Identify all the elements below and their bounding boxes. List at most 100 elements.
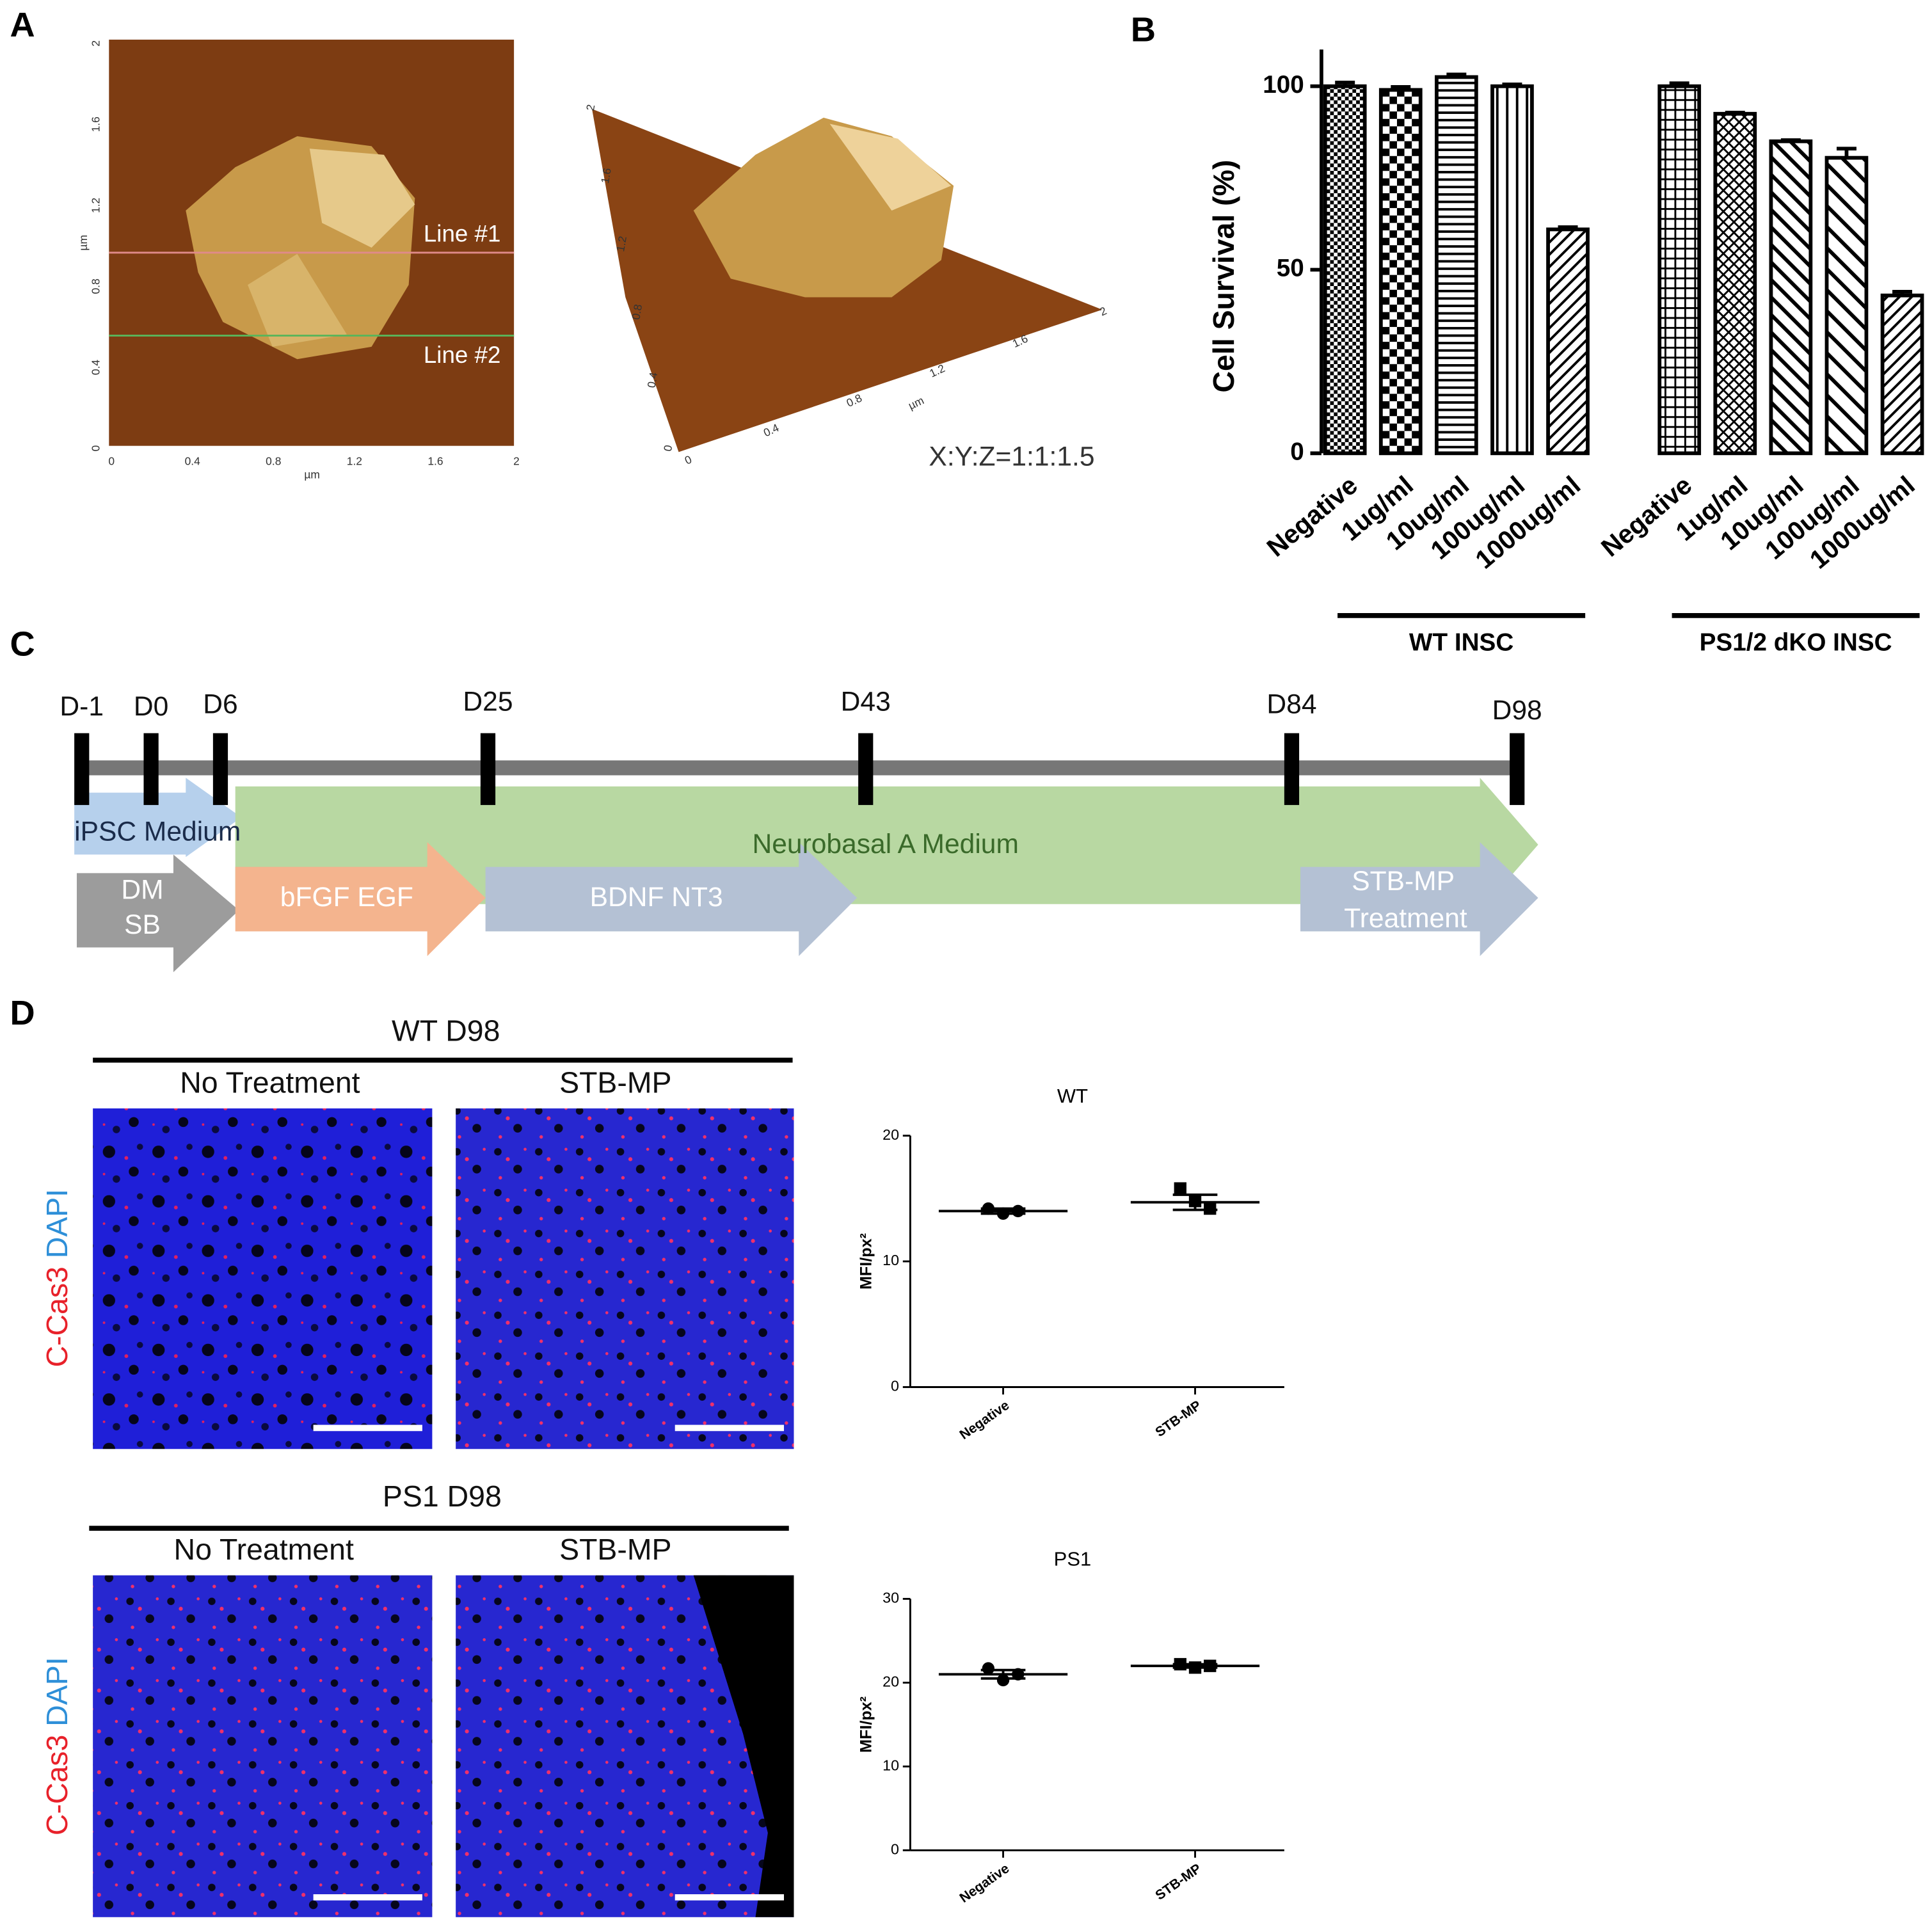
panel-a: A Line #1 Line #2 µm µm X:Y:Z=1:1:1.5 µm <box>10 6 1103 481</box>
day-label: D25 <box>463 686 513 717</box>
day-label: D43 <box>841 686 891 717</box>
data-point <box>996 1673 1010 1687</box>
y-tick-label: 0.4 <box>90 360 102 376</box>
x-tick-label: 1.6 <box>427 454 443 467</box>
y-axis-label: MFI/px² <box>857 1696 875 1753</box>
day-label: D98 <box>1492 695 1542 726</box>
background <box>693 1575 794 1917</box>
x-tick-label: 2 <box>1098 304 1108 318</box>
axis-unit: µm <box>77 235 90 251</box>
data-point <box>982 1662 995 1675</box>
y-tick-label: 1.2 <box>90 198 102 213</box>
y-tick-label: 0.4 <box>645 371 660 389</box>
micrograph <box>456 1108 794 1449</box>
bar <box>1378 88 1423 456</box>
column-title: No Treatment <box>174 1533 354 1566</box>
arrow <box>485 842 858 957</box>
day-tick <box>143 733 159 805</box>
arrow <box>76 854 239 973</box>
micrograph <box>93 1108 433 1449</box>
day-tick <box>1510 733 1525 805</box>
y-tick-label: 0 <box>891 1378 899 1394</box>
x-tick-label: 0.8 <box>266 454 281 467</box>
y-tick-label: 100 <box>1263 71 1304 99</box>
y-tick-label: 20 <box>882 1673 899 1690</box>
y-axis-label: MFI/px² <box>857 1233 875 1289</box>
data-point <box>1204 1202 1217 1215</box>
day-tick <box>858 733 874 805</box>
error-bar <box>1836 147 1856 158</box>
error-bar <box>1558 225 1578 230</box>
x-tick-label: Negative <box>957 1398 1012 1443</box>
day-label: D6 <box>203 689 237 719</box>
particle-facet <box>248 253 347 347</box>
row-title: WT D98 <box>392 1014 500 1047</box>
error-bar <box>1391 85 1411 90</box>
group-label: PS1/2 dKO INSC <box>1700 629 1892 657</box>
y-tick-label: 30 <box>882 1590 899 1606</box>
stain-label: C-Cas3 DAPI <box>40 1657 74 1835</box>
arrow <box>235 842 486 957</box>
bar <box>1434 75 1478 456</box>
y-tick-label: 20 <box>882 1126 899 1143</box>
line-label: Line #2 <box>424 342 501 368</box>
y-tick-label: 50 <box>1277 255 1304 282</box>
column-title: No Treatment <box>180 1066 360 1099</box>
step-label: bFGF EGF <box>280 882 413 913</box>
bar <box>1769 139 1813 456</box>
day-tick <box>1284 733 1300 805</box>
panel-b: B <box>1131 11 1156 49</box>
y-tick-label: 0 <box>90 445 102 452</box>
error-bar <box>1892 290 1913 296</box>
day-tick <box>74 733 90 805</box>
panel-label: D <box>10 994 35 1032</box>
day-tick <box>480 733 496 805</box>
y-tick-label: 1.6 <box>90 116 102 132</box>
stain-label: C-Cas3 DAPI <box>40 1189 74 1368</box>
particle-facet <box>309 148 415 248</box>
bar <box>1323 84 1367 456</box>
error-bar <box>1335 81 1355 86</box>
bar <box>1713 111 1757 456</box>
error-bar <box>1502 82 1522 86</box>
y-tick-label: 1.2 <box>614 235 629 252</box>
panel-d: D WT D98 No Treatment STB-MP C-Cas3 DAPI… <box>10 994 794 1917</box>
x-tick-label: 1.2 <box>347 454 362 467</box>
y-tick-label: 10 <box>882 1757 899 1773</box>
panel-c: C iPSC Medium Neurobasal A Medium DM SB … <box>10 625 1538 973</box>
y-tick-label: 1.6 <box>598 167 614 184</box>
x-tick-label: 0 <box>683 453 694 467</box>
x-tick-label: 2 <box>513 454 520 467</box>
y-tick-label: 2 <box>90 40 102 47</box>
bar <box>1880 293 1924 456</box>
column-title: STB-MP <box>559 1066 671 1099</box>
sd-bar <box>980 1668 1026 1680</box>
x-tick-label: 0.4 <box>762 421 781 439</box>
bar <box>1657 84 1702 456</box>
line-label: Line #1 <box>424 220 501 246</box>
chart-title: WT <box>1057 1085 1088 1107</box>
y-tick-label: 0 <box>891 1840 899 1857</box>
stain-red: C-Cas3 <box>40 1266 74 1367</box>
day-tick <box>212 733 228 805</box>
stain-blue: DAPI <box>40 1189 74 1258</box>
sd-bar <box>1172 1194 1218 1211</box>
bar <box>1490 84 1534 456</box>
group-label: WT INSC <box>1409 629 1513 657</box>
error-bar <box>1780 138 1801 142</box>
panel-label: C <box>10 625 35 664</box>
data-point <box>1174 1182 1186 1195</box>
panel-label: B <box>1131 11 1156 49</box>
axis-unit: µm <box>906 394 926 411</box>
x-tick-label: STB-MP <box>1153 1860 1204 1903</box>
bar <box>1824 156 1869 456</box>
stain-red: C-Cas3 <box>40 1735 74 1835</box>
day-label: D84 <box>1266 689 1316 719</box>
medium-label: Neurobasal A Medium <box>753 829 1019 859</box>
y-tick-label: 0.8 <box>90 278 102 294</box>
step-label: BDNF NT3 <box>590 882 723 913</box>
panel-label: A <box>10 6 35 44</box>
day-label: D0 <box>134 691 168 722</box>
